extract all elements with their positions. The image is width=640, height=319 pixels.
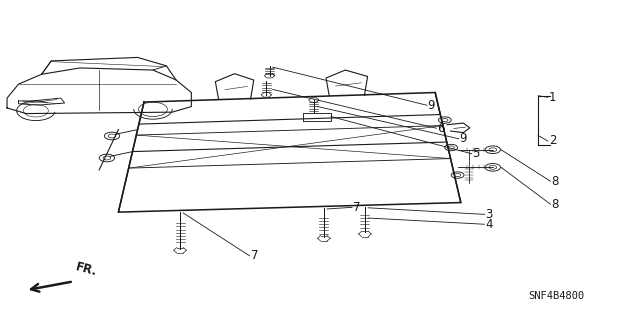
Text: 8: 8 [552,175,559,188]
Text: 1: 1 [549,91,557,104]
Text: 7: 7 [251,249,259,262]
Text: 8: 8 [552,198,559,211]
Text: 5: 5 [472,147,480,160]
Text: 3: 3 [485,208,493,221]
Text: 4: 4 [485,218,493,231]
Text: 7: 7 [353,201,361,214]
Text: 6: 6 [437,122,445,135]
Text: 9: 9 [460,132,467,145]
Text: 2: 2 [549,135,557,147]
Text: 9: 9 [428,99,435,112]
Text: SNF4B4800: SNF4B4800 [529,292,585,301]
Text: FR.: FR. [74,260,98,278]
